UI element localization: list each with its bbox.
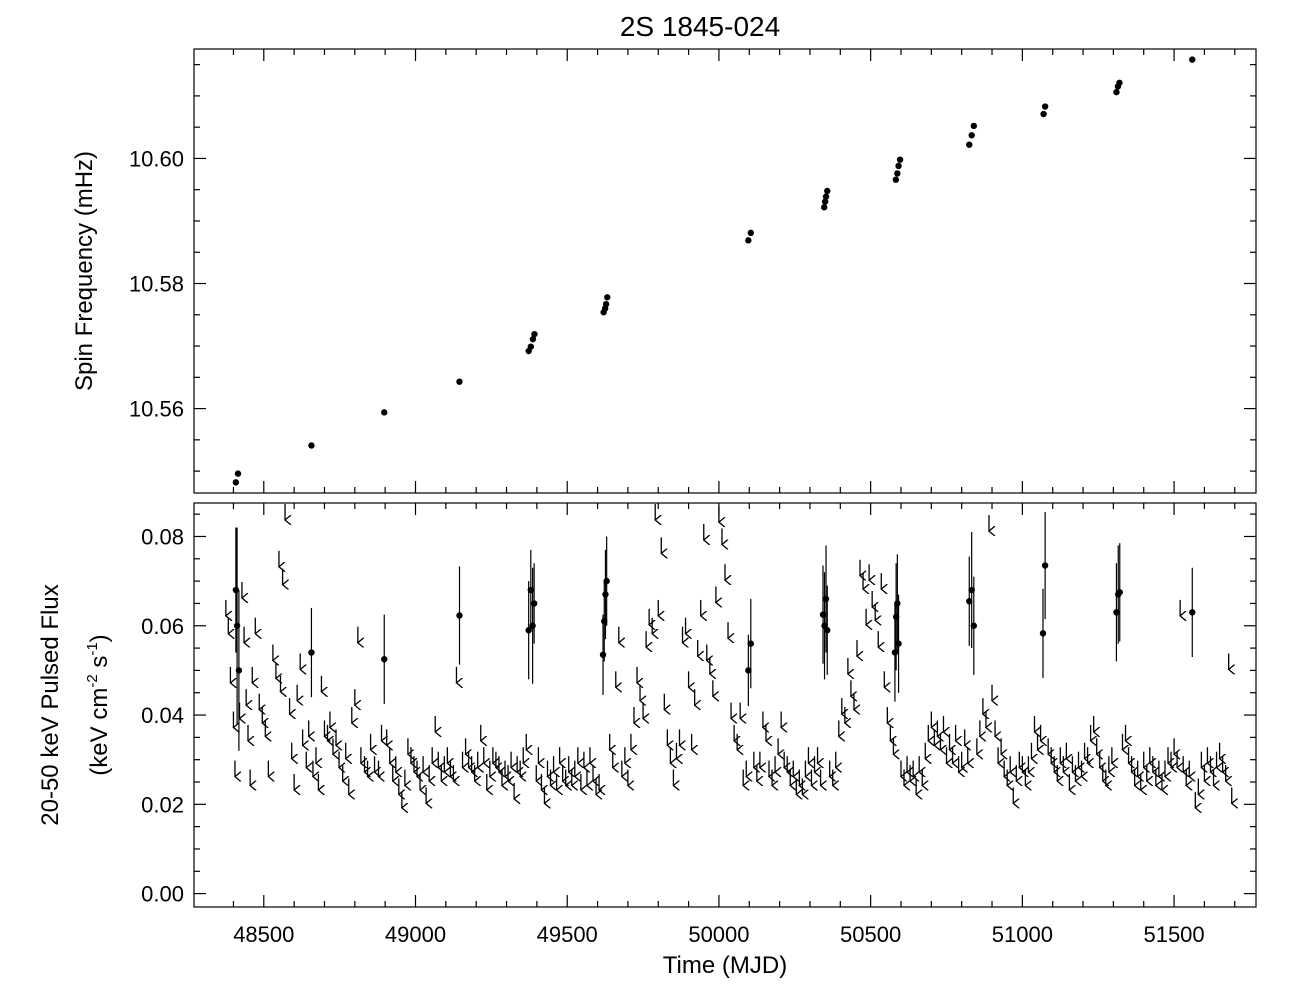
spin-frequency-point <box>896 156 904 163</box>
pulsed-flux-point <box>745 667 752 674</box>
pulsed-flux-point <box>530 600 538 607</box>
pulsed-flux-point <box>603 577 610 585</box>
pulsed-flux-point <box>1116 589 1123 596</box>
x-tick-label: 51500 <box>1143 922 1204 947</box>
bottom-y-axis-label-line2: (keV cm-2 s-1) <box>84 634 113 775</box>
spin-frequency-point <box>529 335 537 343</box>
spin-frequency-point <box>527 343 535 350</box>
x-tick-label: 51000 <box>992 922 1053 947</box>
spin-frequency-point <box>1040 110 1047 118</box>
pulsed-flux-point <box>966 598 973 605</box>
pulsed-flux-point <box>970 622 978 629</box>
y-tick-label: 10.58 <box>129 272 184 297</box>
spin-frequency-point <box>970 122 978 130</box>
y-tick-label: 0.02 <box>141 792 184 817</box>
top-plot-frame <box>193 48 1257 494</box>
pulsed-flux-panel: 0.00 0.02 0.04 0.06 0.08 48500 49000 49500 5000… <box>37 502 1257 979</box>
unit-exponent-1: -2 <box>84 674 101 687</box>
x-axis-label: Time (MJD) <box>663 952 787 979</box>
pulsed-flux-detections <box>232 511 1196 751</box>
bottom-y-axis-label-line1: 20-50 keV Pulsed Flux <box>37 584 64 825</box>
spin-frequency-point <box>1116 79 1123 86</box>
pulsed-flux-point <box>894 600 901 607</box>
pulsed-flux-point <box>235 667 243 674</box>
top-y-axis-label: Spin Frequency (mHz) <box>71 151 98 391</box>
spin-frequency-point <box>381 409 388 416</box>
spin-frequency-point <box>602 300 610 308</box>
bottom-y-tick-labels: 0.00 0.02 0.04 0.06 0.08 <box>141 524 184 906</box>
pulsed-flux-point <box>529 622 536 629</box>
x-tick-label: 50500 <box>840 922 901 947</box>
spin-frequency-point <box>895 162 902 170</box>
spin-frequency-point <box>894 170 901 177</box>
spin-frequency-point <box>232 479 240 486</box>
spin-frequency-point <box>822 193 830 200</box>
spin-frequency-point <box>821 204 828 211</box>
spin-frequency-panel: 10.56 10.58 10.60 Spin Frequency (mHz) <box>71 48 1257 494</box>
spin-frequency-point <box>892 176 900 183</box>
y-tick-label: 0.06 <box>141 614 184 639</box>
pulsed-flux-point <box>895 640 902 647</box>
x-tick-label: 50000 <box>688 922 749 947</box>
pulsed-flux-point <box>308 649 315 656</box>
x-tick-labels: 48500 49000 49500 50000 50500 51000 51500 <box>233 922 1204 947</box>
x-tick-label: 49500 <box>537 922 598 947</box>
x-tick-label: 49000 <box>385 922 446 947</box>
pulsed-flux-point <box>1189 609 1196 616</box>
x-tick-label: 48500 <box>233 922 294 947</box>
unit-part-3: ) <box>86 634 113 642</box>
spin-frequency-point <box>1189 56 1196 63</box>
y-tick-label: 0.00 <box>141 882 184 907</box>
chart-title: 2S 1845-024 <box>620 11 780 42</box>
pulsed-flux-point <box>747 640 754 647</box>
spin-frequency-point <box>234 470 242 477</box>
spin-frequency-point <box>1041 103 1049 110</box>
unit-part-1: (keV cm <box>86 688 113 776</box>
unit-part-2: s <box>86 656 113 675</box>
pulsed-flux-point <box>381 656 388 663</box>
spin-frequency-point <box>456 378 463 385</box>
spin-frequency-point <box>747 229 754 237</box>
spin-frequency-point <box>966 141 973 148</box>
unit-exponent-2: -1 <box>84 642 101 655</box>
pulsed-flux-point <box>456 612 463 619</box>
spin-frequency-point <box>604 294 611 301</box>
pulsed-flux-point <box>819 611 827 618</box>
spin-frequency-point <box>824 187 831 195</box>
spin-frequency-point <box>968 132 975 139</box>
upper-limit-series <box>226 504 1232 808</box>
y-tick-label: 10.56 <box>129 397 184 422</box>
pulsed-flux-point <box>232 586 240 594</box>
bottom-plot-frame <box>193 502 1257 908</box>
pulsed-flux-point <box>822 595 830 603</box>
y-tick-label: 0.04 <box>141 703 184 728</box>
spin-frequency-point <box>531 330 538 338</box>
y-tick-label: 10.60 <box>129 146 184 171</box>
bottom-axis-ticks <box>194 503 1256 907</box>
spin-frequency-point <box>308 442 315 449</box>
spin-frequency-point <box>1113 88 1120 96</box>
pulsed-flux-point <box>599 651 607 658</box>
y-tick-label: 0.08 <box>141 524 184 549</box>
spin-frequency-series <box>232 56 1196 486</box>
spin-frequency-point <box>745 237 752 244</box>
pulsed-flux-point <box>602 591 609 598</box>
pulsed-flux-point <box>1039 630 1047 637</box>
pulsed-flux-point <box>1041 562 1049 569</box>
top-axis-ticks <box>194 49 1256 493</box>
spin-frequency-point <box>821 198 829 205</box>
top-y-tick-labels: 10.56 10.58 10.60 <box>129 146 184 421</box>
pulsed-flux-point <box>824 627 831 634</box>
